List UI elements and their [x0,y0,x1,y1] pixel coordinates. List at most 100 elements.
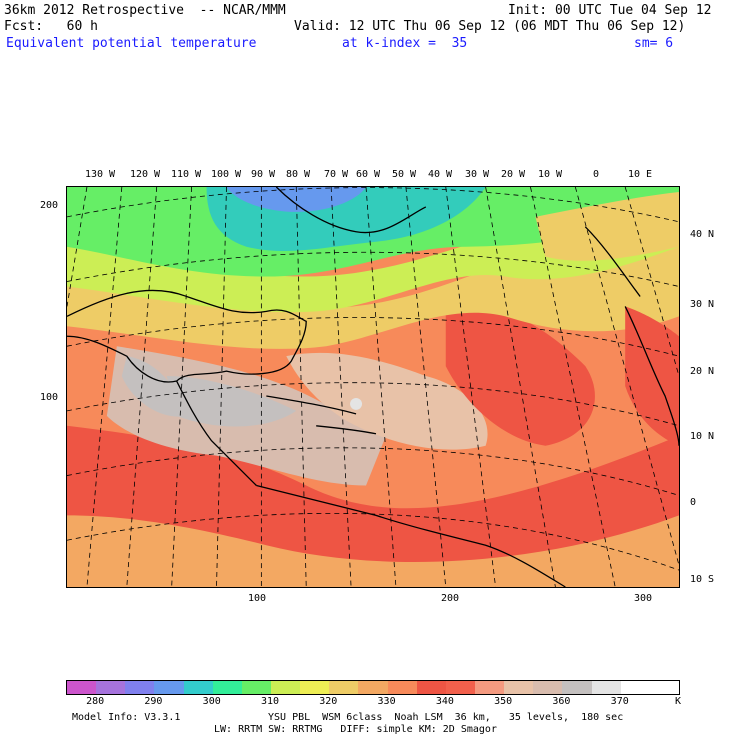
coast-south-america [256,484,566,587]
header-init-time: Init: 00 UTC Tue 04 Sep 12 [508,3,712,18]
lat-label: 10 S [690,574,715,585]
colorbar-swatch [445,681,475,694]
colorbar-swatch [387,681,417,694]
grid-label-left-200: 200 [40,200,59,211]
lon-line-130w [67,187,88,307]
field-ne-yellow [535,191,679,261]
field-smoothing: sm= 6 [634,36,674,51]
lat-line-10s [67,512,679,571]
header-forecast-hour: Fcst: 60 h [4,19,98,34]
colorbar-swatch [270,681,301,694]
grid-label-left-100: 100 [40,392,59,403]
lon-label: 80 W [285,169,311,180]
coast-africa [624,306,679,446]
colorbar-swatch [241,681,271,694]
graticule [67,187,679,587]
colorbar-label: 330 [377,696,396,707]
colorbar-swatch [183,681,213,694]
lon-line-0 [574,187,679,566]
lon-label: 90 W [250,169,276,180]
field-midlat-yellow [67,196,679,349]
colorbar-swatch [329,681,359,694]
colorbar-swatch [620,681,650,694]
colorbar-swatch [67,681,97,694]
colorbar-labels: 280 290 300 310 320 330 340 350 360 370 K [66,696,682,708]
field-midlat-green [67,187,679,313]
header-title: 36km 2012 Retrospective -- NCAR/MMM [4,3,286,18]
colorbar-swatch [562,681,592,694]
lat-line-0 [67,447,679,496]
lon-line-30w [445,187,496,587]
field-storm-eye [350,397,363,410]
lon-label: 30 W [464,169,490,180]
colorbar-label: 310 [260,696,280,707]
colorbar-label: 370 [610,696,629,707]
colorbar-label: 340 [435,696,454,707]
lon-label: 120 W [129,169,161,180]
field-east-atlantic [445,304,595,446]
field-level: at k-index = 35 [342,36,468,51]
coastlines [67,187,679,587]
lon-line-70w [295,187,307,587]
coast-canada [275,187,427,234]
lat-line-20n [67,317,679,357]
header-valid-time: Valid: 12 UTC Thu 06 Sep 12 (06 MDT Thu … [294,19,686,34]
theta-e-map [66,186,680,588]
coast-hispaniola [316,425,377,435]
lon-label: 10 E [627,169,653,180]
lon-label: 40 W [427,169,453,180]
footer-physics: YSU PBL WSM 6class Noah LSM 36 km, 35 le… [268,712,624,723]
lon-label: 50 W [391,169,417,180]
lon-line-120w [86,187,123,587]
lon-label: 130 W [84,169,116,180]
colorbar-label: 300 [202,696,221,707]
colorbar-label: 320 [319,696,338,707]
field-name: Equivalent potential temperature [6,36,257,51]
colorbar-swatch [649,681,679,694]
lon-label: 60 W [355,169,381,180]
colorbar-swatch [212,681,242,694]
colorbar-swatch [125,681,155,694]
lon-line-110w [126,187,158,587]
lon-line-90w [216,187,227,587]
colorbar-swatch [504,681,534,694]
coast-north-america [67,289,307,383]
lon-label: 10 W [537,169,563,180]
colorbar-swatch [591,681,621,694]
colorbar-label: 290 [144,696,163,707]
lat-label: 10 N [690,431,715,442]
lon-line-40w [405,187,447,587]
coast-cuba [266,395,357,415]
lat-label: 20 N [690,366,715,377]
lat-line-40n [67,187,679,223]
grid-label-bottom-100: 100 [248,593,267,604]
lon-line-10e [624,187,679,377]
footer-radiation: LW: RRTM SW: RRTMG DIFF: simple KM: 2D S… [214,724,497,735]
colorbar-label: K [674,696,682,707]
longitude-axis-top: 130 W 120 W 110 W 100 W 90 W 80 W 70 W 60 W 50 W… [66,169,680,183]
colorbar-swatch [358,681,388,694]
lat-line-10n [67,382,679,427]
colorbar-swatch [533,681,563,694]
lat-line-30n [67,251,679,287]
field-gulf-gray [166,376,297,427]
colorbar-label: 350 [494,696,513,707]
lon-label: 100 W [210,169,242,180]
colorbar-label: 280 [86,696,105,707]
lon-line-50w [365,187,397,587]
field-atlantic-pale [286,352,488,450]
lat-label: 40 N [690,229,715,240]
colorbar-swatch [300,681,330,694]
lon-line-100w [171,187,192,587]
lon-line-60w [330,187,352,587]
coast-europe [584,226,641,297]
field-africa-red [625,306,679,446]
colorbar-swatch [474,681,505,694]
lon-label: 110 W [170,169,202,180]
coast-central-america [176,380,257,486]
lon-label: 0 [592,169,600,180]
lon-label: 20 W [500,169,526,180]
colorbar-swatch [96,681,126,694]
lat-label: 0 [690,497,697,508]
footer-model-info: Model Info: V3.3.1 [72,712,181,723]
